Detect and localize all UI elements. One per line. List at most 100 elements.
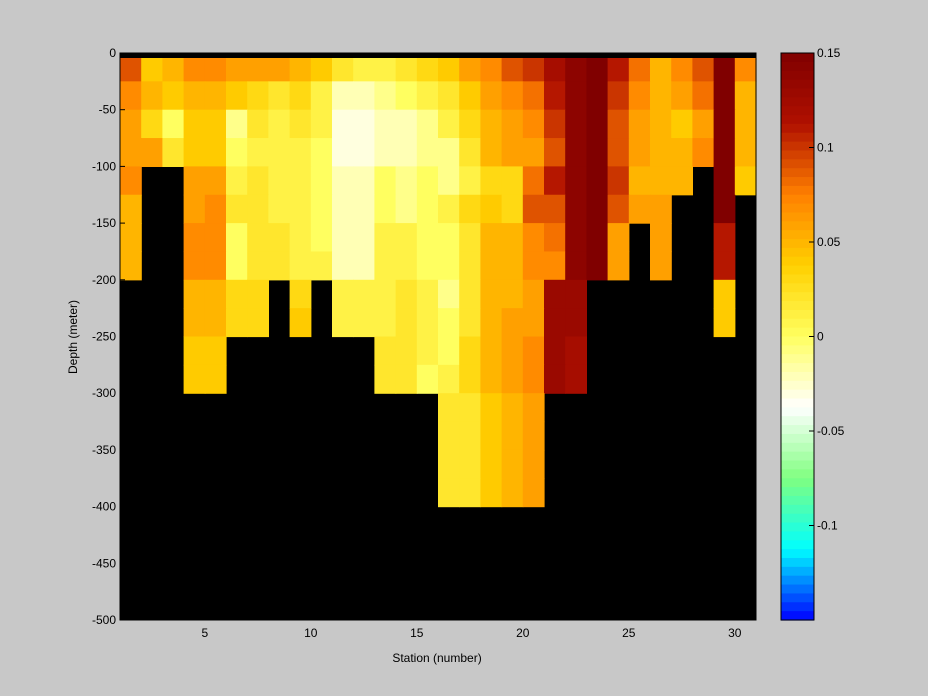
heatmap-cell [501,336,524,366]
heatmap-cell [332,279,354,309]
heatmap-cell [268,81,291,111]
heatmap-cell [522,336,545,366]
heatmap-cell [522,81,545,111]
colorbar-segment [781,168,814,178]
heatmap-cell [226,58,248,82]
y-axis: 0 -50 -100 -150 -200 -250 -300 -350 -400 -450 -500 [92,46,125,627]
y-tick-label: -200 [92,273,116,287]
colorbar-segment [781,380,814,391]
heatmap-cell [438,138,460,167]
heatmap-cell [480,81,503,111]
heatmap-cell [395,166,418,196]
heatmap-cell [204,336,227,366]
heatmap-cell [438,336,460,366]
heatmap-cell [353,308,375,338]
heatmap-cell [416,58,439,82]
colorbar-segment [781,265,814,276]
colorbar-segment [781,416,814,426]
colorbar-segment [781,495,814,506]
heatmap-cell [438,364,460,394]
colorbar-segment [781,212,814,222]
heatmap-cell [120,166,142,196]
heatmap-cell [438,308,460,338]
heatmap-cell [565,194,587,224]
colorbar-segment [781,363,814,373]
heatmap-cell [268,223,291,253]
heatmap-cell [395,194,418,224]
heatmap-cell [416,194,439,224]
colorbar-segment [781,398,814,408]
colorbar-segment [781,540,814,550]
heatmap-cell [734,166,757,196]
heatmap-cell [374,138,397,167]
x-tick-label: 15 [410,626,424,640]
y-tick-label: -150 [92,216,116,230]
heatmap-cell [713,138,736,167]
heatmap-cell [501,109,524,139]
heatmap-cell [459,421,481,451]
colorbar-segment [781,345,814,355]
heatmap-cell [565,109,587,139]
heatmap-cell [247,279,269,309]
colorbar-segment [781,230,814,240]
heatmap-cell [162,58,185,82]
colorbar-tick-label: -0.1 [817,519,838,533]
heatmap-cell [141,81,163,111]
colorbar-segment [781,301,814,311]
heatmap-cell [671,81,693,111]
colorbar-segment [781,123,814,134]
colorbar-segment [781,203,814,214]
heatmap-cell [501,279,524,309]
heatmap-cell [120,194,142,224]
heatmap-cell [544,109,566,139]
colorbar-segment [781,469,814,479]
heatmap-cell [650,109,672,139]
heatmap-cell [353,223,375,253]
heatmap-cell [395,58,418,82]
y-tick-label: -50 [99,103,117,117]
heatmap-cell [650,251,672,281]
heatmap-cell [353,279,375,309]
heatmap-cell [459,251,481,281]
colorbar-segment [781,159,814,169]
heatmap-cell [438,81,460,111]
colorbar-segment [781,132,814,143]
heatmap-cell [586,138,609,167]
heatmap-cell [544,336,566,366]
colorbar-segment [781,566,814,577]
heatmap-cell [289,109,312,139]
heatmap-cell [586,251,609,281]
colorbar-segment [781,460,814,470]
heatmap-cell [480,308,503,338]
heatmap-cell [353,251,375,281]
y-axis-label: Depth (meter) [66,300,80,374]
heatmap-cell [459,138,481,167]
heatmap-cell [607,194,630,224]
heatmap-cell [204,166,227,196]
colorbar-segment [781,141,814,152]
heatmap-cell [289,251,312,281]
heatmap-cell [480,478,503,508]
colorbar-tick-label: 0.1 [817,141,834,155]
heatmap-cell [586,58,609,82]
heatmap-cell [501,81,524,111]
heatmap-cell [713,194,736,224]
heatmap-cell [374,308,397,338]
heatmap-cell [289,223,312,253]
heatmap-cell [289,138,312,167]
heatmap-cell [438,449,460,479]
heatmap-cell [544,81,566,111]
heatmap-cell [713,58,736,82]
heatmap-cell [247,194,269,224]
heatmap-cell [459,81,481,111]
colorbar-segment [781,221,814,231]
colorbar-segment [781,522,814,533]
heatmap-cell [480,449,503,479]
heatmap-cell [692,81,715,111]
heatmap-cell [310,81,333,111]
heatmap-cell [353,138,375,167]
heatmap-cell [544,251,566,281]
heatmap-cell [183,138,206,167]
heatmap-cell [162,81,185,111]
heatmap-cell [586,109,609,139]
